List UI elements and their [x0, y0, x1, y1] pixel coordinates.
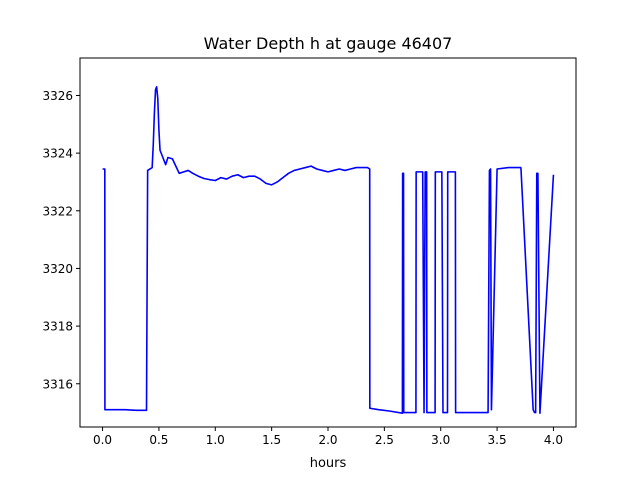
chart-title: Water Depth h at gauge 46407 — [204, 34, 453, 53]
x-axis-label: hours — [310, 456, 347, 471]
x-tick-label: 2.0 — [318, 433, 337, 447]
x-tick-label: 1.0 — [206, 433, 225, 447]
y-tick-label: 3322 — [42, 204, 73, 218]
x-tick-label: 3.0 — [431, 433, 450, 447]
y-tick-label: 3320 — [42, 262, 73, 276]
x-tick-label: 1.5 — [262, 433, 281, 447]
x-tick-label: 0.0 — [93, 433, 112, 447]
x-tick-label: 3.5 — [488, 433, 507, 447]
y-tick-label: 3316 — [42, 377, 73, 391]
series-line-0 — [102, 86, 555, 414]
y-axis-ticks: 3316 3318 3320 3322 3324 3326 — [42, 89, 80, 391]
y-tick-label: 3318 — [42, 320, 73, 334]
y-tick-label: 3326 — [42, 89, 73, 103]
x-tick-label: 2.5 — [375, 433, 394, 447]
x-tick-label: 4.0 — [544, 433, 563, 447]
y-tick-label: 3324 — [42, 147, 73, 161]
x-axis-ticks: 0.0 0.5 1.0 1.5 2.0 2.5 3.0 3.5 4.0 — [93, 427, 563, 447]
x-tick-label: 0.5 — [149, 433, 168, 447]
